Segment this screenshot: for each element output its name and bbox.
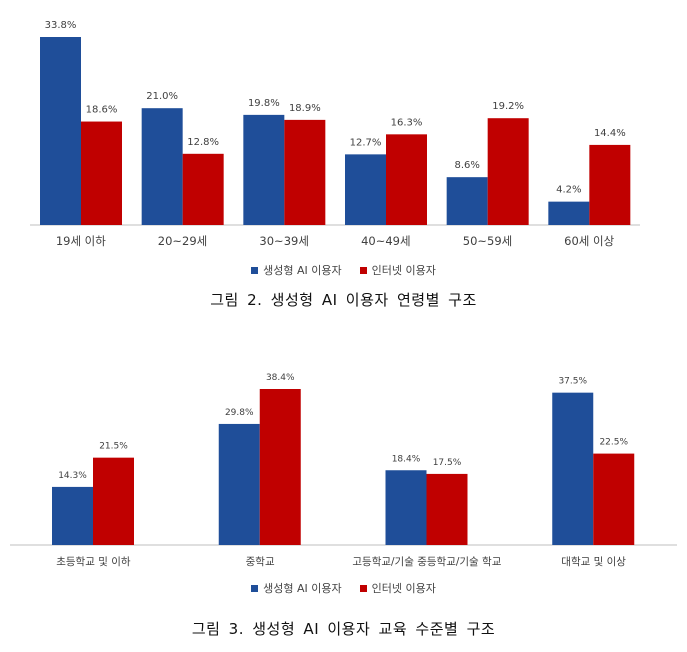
data-label-internet: 19.2% — [492, 101, 524, 112]
legend-swatch-ai — [251, 584, 259, 592]
data-label-internet: 38.4% — [266, 373, 295, 383]
bar-ai — [218, 423, 260, 545]
legend-label-internet: 인터넷 이용자 — [371, 264, 436, 277]
legend-item-internet: 인터넷 이용자 — [359, 262, 436, 278]
data-label-ai: 12.7% — [350, 137, 382, 148]
data-label-ai: 8.6% — [454, 160, 479, 171]
bar-internet — [426, 473, 468, 545]
bar-ai — [446, 177, 488, 225]
bar-ai — [141, 108, 183, 225]
category-label: 중학교 — [246, 556, 275, 568]
category-label: 20~29세 — [158, 234, 207, 248]
bar-internet — [386, 134, 427, 225]
data-label-internet: 21.5% — [99, 442, 128, 452]
legend-swatch-internet — [359, 266, 367, 274]
legend-swatch-ai — [251, 266, 259, 274]
data-label-internet: 12.8% — [187, 137, 219, 148]
data-label-ai: 18.4% — [392, 454, 421, 464]
bar-internet — [93, 457, 134, 545]
legend-label-ai: 생성형 AI 이용자 — [263, 264, 342, 277]
bar-ai — [385, 470, 427, 545]
data-label-internet: 14.4% — [594, 128, 626, 139]
legend-swatch-internet — [359, 584, 367, 592]
data-label-ai: 33.8% — [45, 20, 77, 31]
category-label: 초등학교 및 이하 — [56, 555, 131, 568]
category-label: 40~49세 — [361, 234, 410, 248]
bar-ai — [40, 37, 81, 225]
bar-internet — [589, 144, 631, 225]
data-label-ai: 4.2% — [556, 185, 581, 196]
bar-ai — [243, 114, 285, 225]
data-label-internet: 17.5% — [433, 458, 462, 468]
bar-internet — [81, 121, 122, 225]
data-label-internet: 16.3% — [391, 117, 423, 128]
legend-label-internet: 인터넷 이용자 — [371, 582, 436, 595]
bar-ai — [552, 392, 594, 545]
bar-internet — [593, 453, 635, 545]
legend-item-ai: 생성형 AI 이용자 — [251, 262, 342, 278]
bar-internet — [182, 153, 224, 225]
chart2-legend: 생성형 AI 이용자 인터넷 이용자 — [0, 580, 687, 596]
chart2-caption: 그림 3. 생성형 AI 이용자 교육 수준별 구조 — [191, 620, 496, 638]
legend-item-internet: 인터넷 이용자 — [359, 580, 436, 596]
data-label-internet: 18.9% — [289, 103, 321, 114]
data-label-ai: 14.3% — [58, 471, 87, 481]
legend-item-ai: 생성형 AI 이용자 — [251, 580, 342, 596]
data-label-internet: 22.5% — [599, 438, 628, 448]
category-label: 대학교 및 이상 — [561, 556, 626, 568]
chart1-legend: 생성형 AI 이용자 인터넷 이용자 — [0, 262, 687, 278]
bar-ai — [52, 486, 93, 545]
category-label: 50~59세 — [463, 234, 512, 248]
data-label-internet: 18.6% — [86, 105, 118, 116]
bar-internet — [487, 118, 529, 225]
bar-internet — [259, 389, 301, 545]
category-label: 30~39세 — [259, 234, 308, 248]
legend-label-ai: 생성형 AI 이용자 — [263, 582, 342, 595]
category-label: 60세 이상 — [564, 234, 614, 248]
bar-ai — [548, 201, 590, 225]
data-label-ai: 29.8% — [225, 408, 254, 418]
category-label: 19세 이하 — [56, 234, 106, 248]
data-label-ai: 21.0% — [146, 91, 178, 102]
bar-ai — [345, 154, 386, 225]
category-label: 고등학교/기술 중등학교/기술 학교 — [352, 556, 501, 568]
data-label-ai: 37.5% — [558, 377, 587, 387]
chart1-caption: 그림 2. 생성형 AI 이용자 연령별 구조 — [210, 291, 477, 309]
bar-internet — [284, 119, 326, 225]
data-label-ai: 19.8% — [248, 98, 280, 109]
